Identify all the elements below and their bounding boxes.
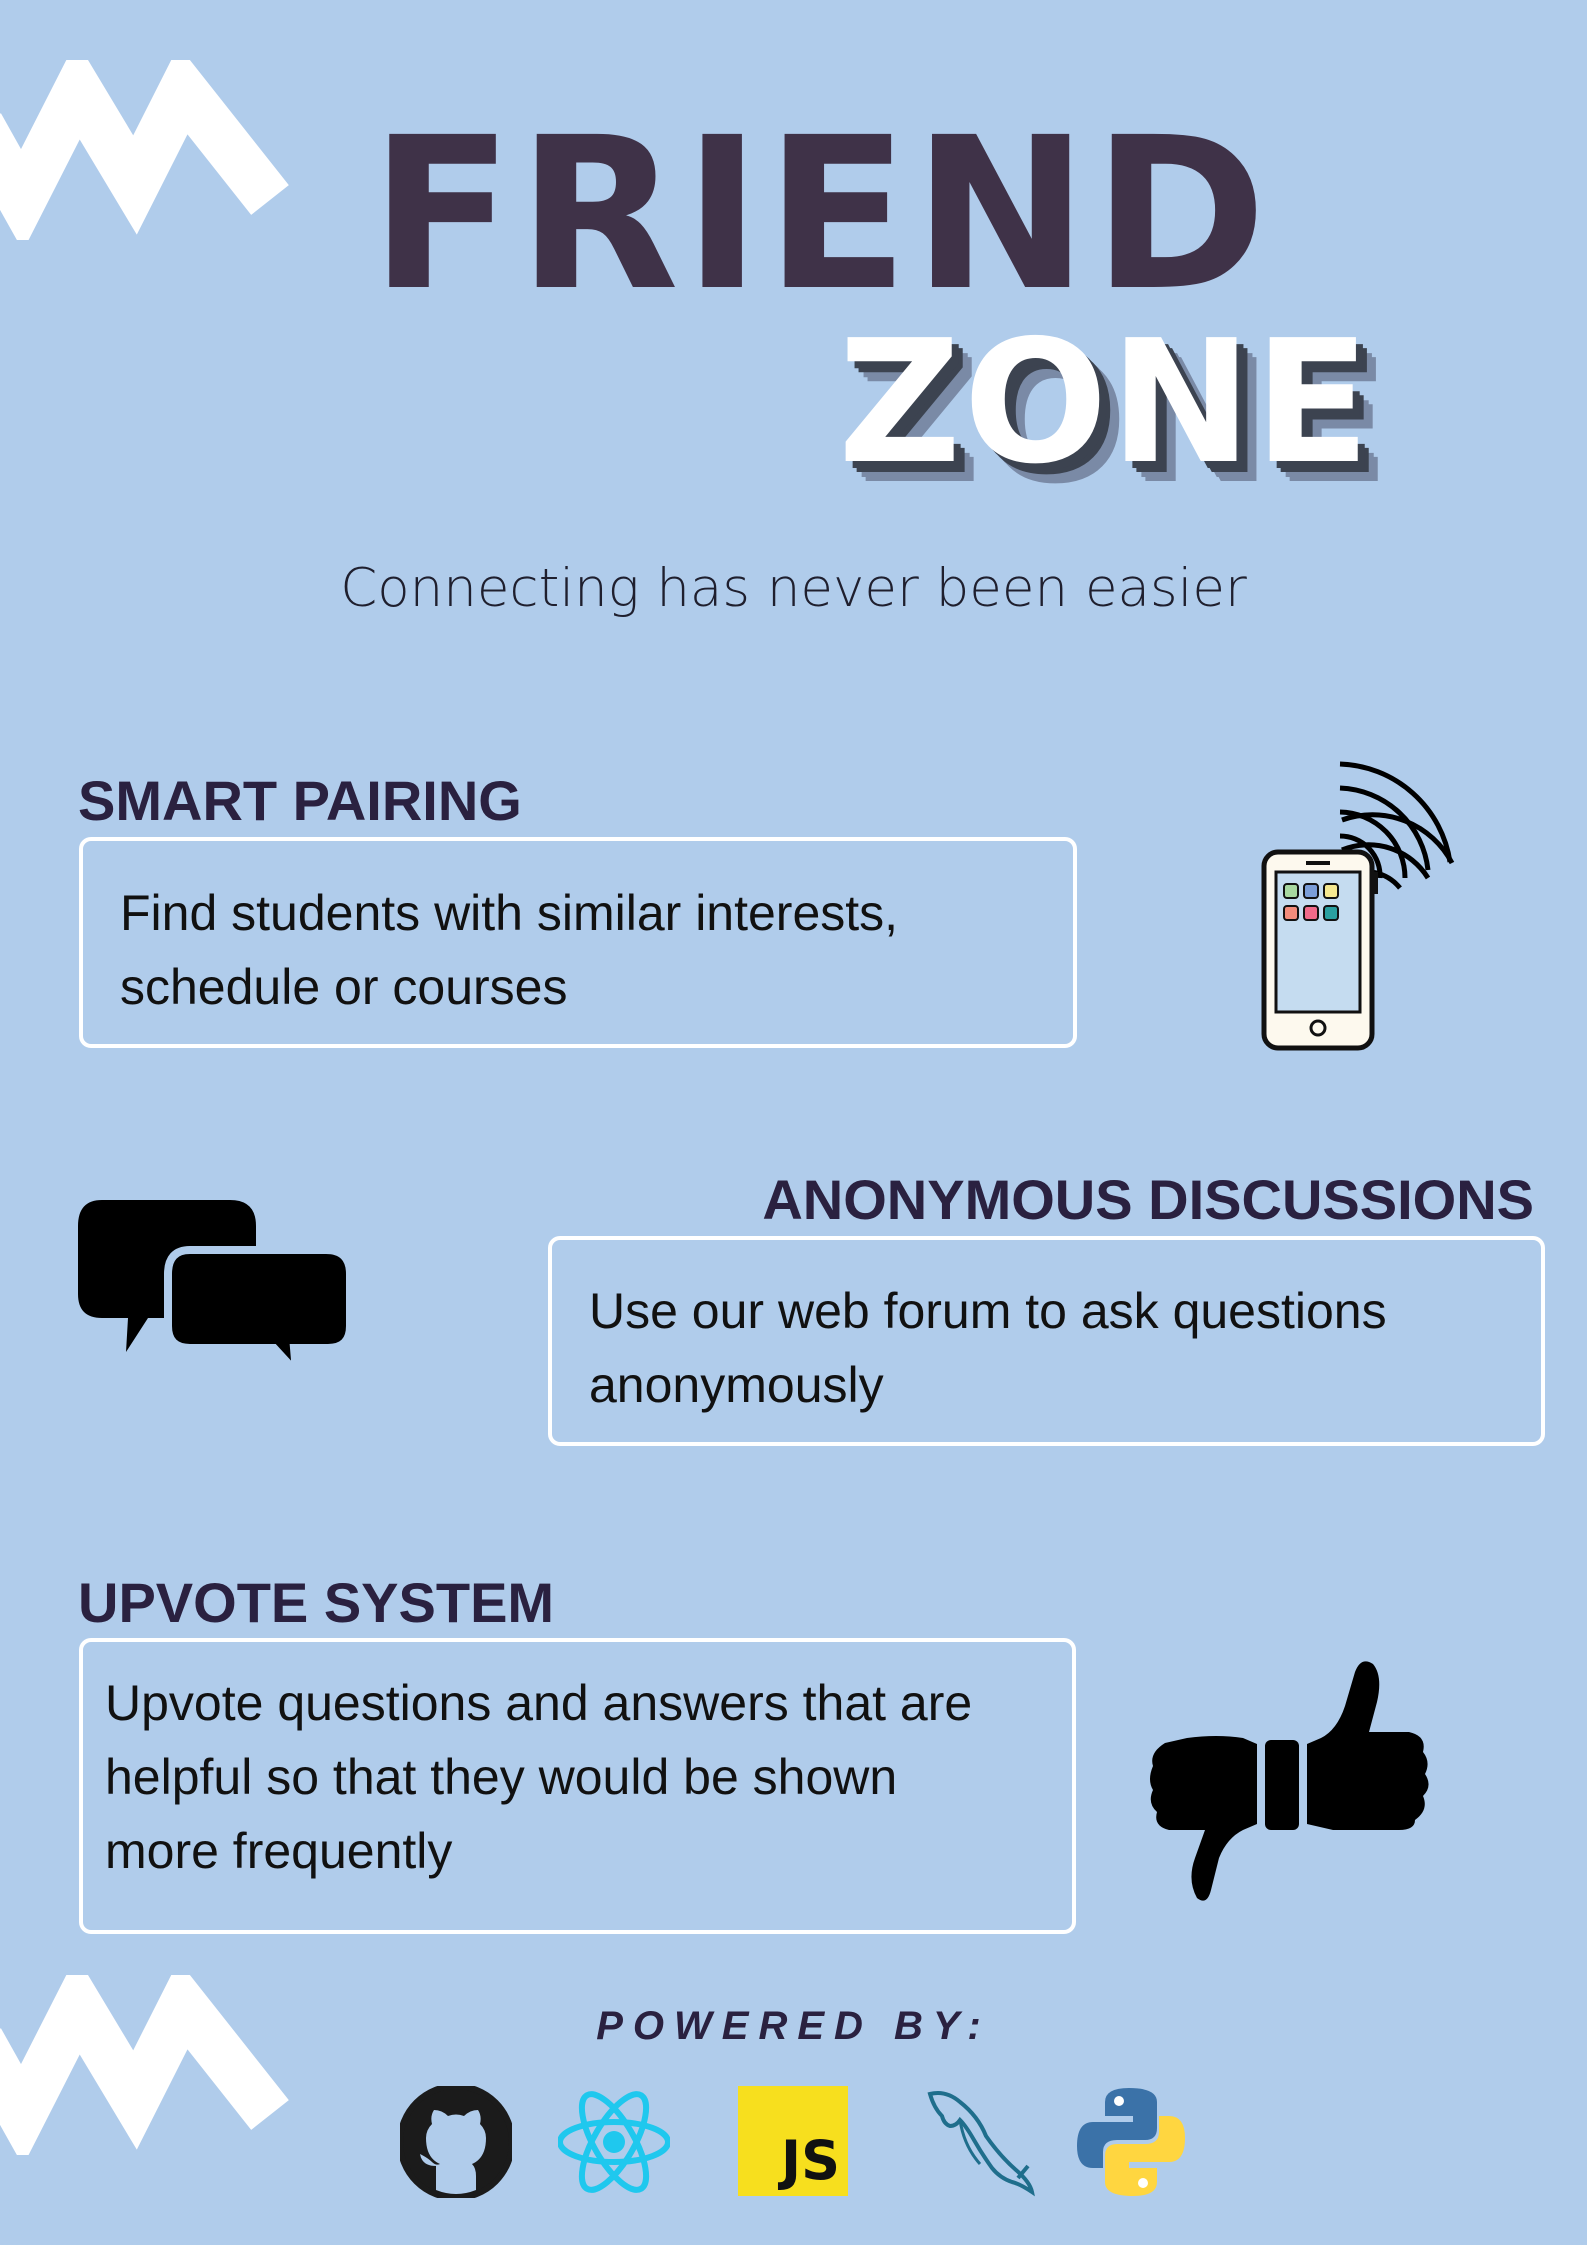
upvote-system-heading: UPVOTE SYSTEM xyxy=(78,1571,555,1634)
react-icon xyxy=(558,2091,670,2193)
title-friend: FRIEND xyxy=(370,92,1271,337)
chat-bubbles-icon xyxy=(78,1200,350,1375)
smart-pairing-line-1: Find students with similar interests, xyxy=(120,885,899,941)
upvote-system-line-1: Upvote questions and answers that are xyxy=(105,1675,973,1731)
title-zone: ZONE xyxy=(838,304,1373,502)
upvote-system-box: Upvote questions and answers that are he… xyxy=(79,1638,1076,1934)
anonymous-discussions-line-2: anonymously xyxy=(589,1357,884,1413)
smart-pairing-line-2: schedule or courses xyxy=(120,959,568,1015)
github-icon xyxy=(400,2086,512,2198)
javascript-label: JS xyxy=(781,2129,840,2192)
powered-by-label: POWERED BY: xyxy=(596,2004,991,2048)
anonymous-discussions-heading: ANONYMOUS DISCUSSIONS xyxy=(762,1168,1534,1231)
smartphone-icon xyxy=(1261,761,1455,1051)
smart-pairing-box: Find students with similar interests, sc… xyxy=(79,837,1077,1048)
python-icon xyxy=(1077,2088,1185,2196)
mysql-icon xyxy=(927,2091,1035,2197)
bottom-zigzag-decoration xyxy=(0,1975,289,2155)
smart-pairing-heading: SMART PAIRING xyxy=(78,769,522,832)
javascript-icon: JS xyxy=(738,2086,848,2196)
anonymous-discussions-box: Use our web forum to ask questions anony… xyxy=(548,1236,1545,1446)
anonymous-discussions-line-1: Use our web forum to ask questions xyxy=(589,1283,1387,1339)
thumbs-up-down-icon xyxy=(1150,1661,1429,1901)
tagline: Connecting has never been easier xyxy=(340,558,1247,619)
upvote-system-line-2: helpful so that they would be shown xyxy=(105,1749,898,1805)
upvote-system-line-3: more frequently xyxy=(105,1823,453,1879)
top-zigzag-decoration xyxy=(0,60,289,240)
